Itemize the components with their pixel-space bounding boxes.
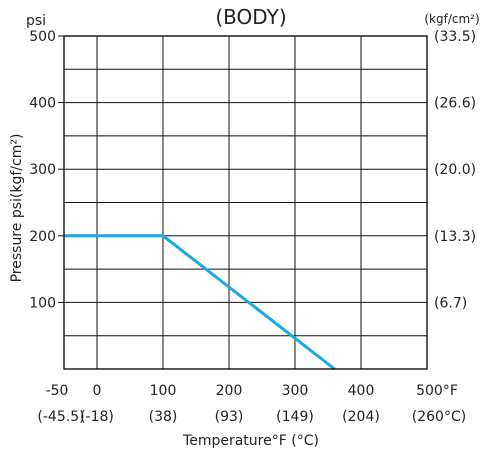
y-tick-label-right: (20.0) (434, 162, 476, 178)
right-unit-label: (kgf/cm²) (424, 12, 479, 26)
x-tick-label-c: (260°C) (412, 409, 466, 425)
y-tick-label-left: 200 (29, 229, 56, 245)
y-tick-label-left: 500 (29, 29, 56, 45)
y-tick-label-left: 400 (29, 96, 56, 112)
x-tick-label-f: 200 (216, 383, 243, 399)
x-tick-label-f: 300 (282, 383, 309, 399)
x-tick-label-c: (93) (215, 409, 244, 425)
chart-title: (BODY) (215, 5, 286, 29)
x-tick-label-f: 100 (150, 383, 177, 399)
x-tick-label-c: (204) (342, 409, 380, 425)
x-tick-label-c: (-45.5) (37, 409, 84, 425)
x-axis-label: Temperature°F (°C) (182, 433, 319, 449)
pressure-series-line (64, 234, 336, 371)
y-tick-label-right: (6.7) (434, 295, 467, 311)
x-tick-label-c: (-18) (80, 409, 114, 425)
x-tick-label-f: 400 (348, 383, 375, 399)
y-tick-label-left: 100 (29, 295, 56, 311)
left-unit-label: psi (26, 13, 46, 29)
x-tick-label-f: 0 (93, 383, 102, 399)
x-tick-label-c: (38) (149, 409, 178, 425)
grid-lines (64, 36, 427, 369)
plot-frame (63, 35, 428, 370)
x-tick-label-f: -50 (46, 383, 69, 399)
x-tick-labels: -50 (-45.5) 0 (-18) 100 (38) 200 (93) 300 (149) 40… (37, 383, 466, 425)
y-tick-label-right: (26.6) (434, 96, 476, 112)
x-tick-label-c: (149) (276, 409, 314, 425)
x-tick-label-f: 500°F (416, 383, 458, 399)
y-tick-labels: 100 (6.7) 200 (13.3) 300 (20.0) 400 (26.6) 500 (3… (29, 29, 476, 311)
y-axis-label: Pressure psi(kgf/cm²) (9, 134, 25, 283)
series-layer (64, 234, 336, 371)
y-tick-label-right: (13.3) (434, 229, 476, 245)
y-tick-label-right: (33.5) (434, 29, 476, 45)
y-tick-label-left: 300 (29, 162, 56, 178)
